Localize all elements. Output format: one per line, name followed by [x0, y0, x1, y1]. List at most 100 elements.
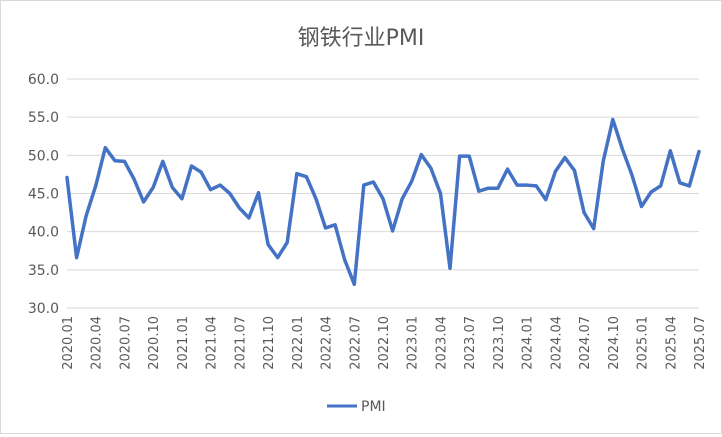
- data-point: [276, 256, 280, 260]
- data-point: [458, 154, 462, 158]
- data-point: [362, 183, 366, 187]
- x-axis-ticks: 2020.01 2020.04 2020.07 2020.10 2021.01 2021.…: [61, 316, 708, 370]
- data-point: [304, 175, 308, 179]
- x-tick-label: 2023.04: [434, 316, 449, 370]
- chart-title: 钢铁行业PMI: [298, 26, 425, 51]
- data-point: [142, 200, 146, 204]
- data-point: [429, 166, 433, 170]
- data-point: [534, 184, 538, 188]
- data-point: [592, 227, 596, 231]
- x-tick-label: 2021.04: [205, 316, 220, 370]
- data-point: [190, 164, 193, 168]
- data-point: [113, 159, 117, 163]
- data-point: [161, 159, 165, 163]
- data-point: [697, 150, 701, 153]
- x-tick-label: 2022.04: [320, 316, 335, 370]
- data-point: [170, 185, 174, 189]
- x-tick-label: 2023.07: [463, 316, 478, 370]
- legend-label: PMI: [361, 399, 386, 415]
- series-group: [65, 117, 701, 287]
- data-point: [400, 197, 404, 201]
- data-point: [668, 149, 672, 153]
- data-point: [601, 159, 605, 163]
- data-point: [611, 118, 615, 121]
- x-tick-label: 2022.10: [377, 316, 392, 370]
- y-tick-label: 50.0: [28, 148, 59, 164]
- data-point: [544, 198, 548, 202]
- data-point: [525, 183, 529, 187]
- data-point: [75, 256, 79, 260]
- data-point: [333, 223, 337, 227]
- data-point: [314, 197, 318, 201]
- data-point: [582, 211, 586, 215]
- x-tick-label: 2024.01: [521, 316, 536, 370]
- data-point: [630, 173, 634, 177]
- data-point: [228, 192, 232, 195]
- x-tick-label: 2021.10: [262, 316, 277, 370]
- data-point: [467, 154, 471, 158]
- x-tick-label: 2025.01: [636, 316, 651, 370]
- data-point: [199, 170, 203, 174]
- x-tick-label: 2021.01: [176, 316, 191, 370]
- data-point: [247, 216, 251, 220]
- data-point: [180, 197, 184, 201]
- data-point: [295, 172, 299, 176]
- x-tick-label: 2020.01: [61, 316, 76, 370]
- data-point: [448, 266, 452, 270]
- data-point: [496, 186, 500, 190]
- data-point: [94, 184, 98, 188]
- data-point: [132, 177, 136, 181]
- data-point: [352, 282, 356, 286]
- x-tick-label: 2023.10: [492, 316, 507, 370]
- data-point: [640, 205, 643, 208]
- gridlines: [67, 78, 699, 309]
- data-point: [285, 240, 289, 244]
- data-point: [419, 153, 423, 157]
- data-point: [84, 214, 88, 218]
- data-point: [573, 169, 576, 173]
- data-point: [257, 191, 260, 195]
- x-tick-label: 2024.07: [578, 316, 593, 370]
- x-tick-label: 2023.01: [406, 316, 421, 370]
- data-point: [659, 184, 663, 188]
- y-tick-label: 40.0: [28, 225, 59, 241]
- x-tick-label: 2020.04: [90, 316, 105, 370]
- data-point: [678, 181, 682, 185]
- data-point: [381, 197, 385, 201]
- data-point: [620, 147, 624, 151]
- data-point: [324, 226, 327, 230]
- data-point: [209, 188, 213, 192]
- data-point: [439, 192, 442, 195]
- y-tick-label: 60.0: [28, 72, 59, 88]
- x-tick-label: 2025.04: [664, 316, 679, 370]
- x-tick-label: 2025.07: [693, 316, 708, 370]
- data-point: [391, 229, 395, 233]
- data-point: [486, 186, 490, 190]
- data-point: [553, 169, 557, 173]
- y-tick-label: 45.0: [28, 187, 59, 203]
- x-tick-label: 2024.10: [607, 316, 622, 370]
- data-point: [65, 176, 69, 179]
- series-line-pmi: [65, 117, 701, 287]
- data-point: [506, 167, 509, 171]
- data-point: [649, 190, 653, 194]
- data-point: [218, 183, 222, 187]
- data-point: [343, 258, 347, 262]
- data-point: [103, 146, 107, 150]
- y-axis-ticks: 30.0 35.0 40.0 45.0 50.0 55.0 60.0: [28, 72, 59, 317]
- x-tick-label: 2021.07: [233, 316, 248, 370]
- data-point: [266, 243, 270, 247]
- data-point: [410, 179, 414, 183]
- data-point: [237, 206, 241, 210]
- data-point: [151, 185, 155, 189]
- x-tick-label: 2020.07: [118, 316, 133, 370]
- data-point: [563, 156, 567, 160]
- x-tick-label: 2022.01: [291, 316, 306, 370]
- legend: PMI: [327, 399, 386, 415]
- data-point: [123, 159, 126, 163]
- y-tick-label: 35.0: [28, 263, 59, 279]
- x-tick-label: 2022.07: [348, 316, 363, 370]
- x-tick-label: 2020.10: [147, 316, 162, 370]
- x-tick-label: 2024.04: [549, 316, 564, 370]
